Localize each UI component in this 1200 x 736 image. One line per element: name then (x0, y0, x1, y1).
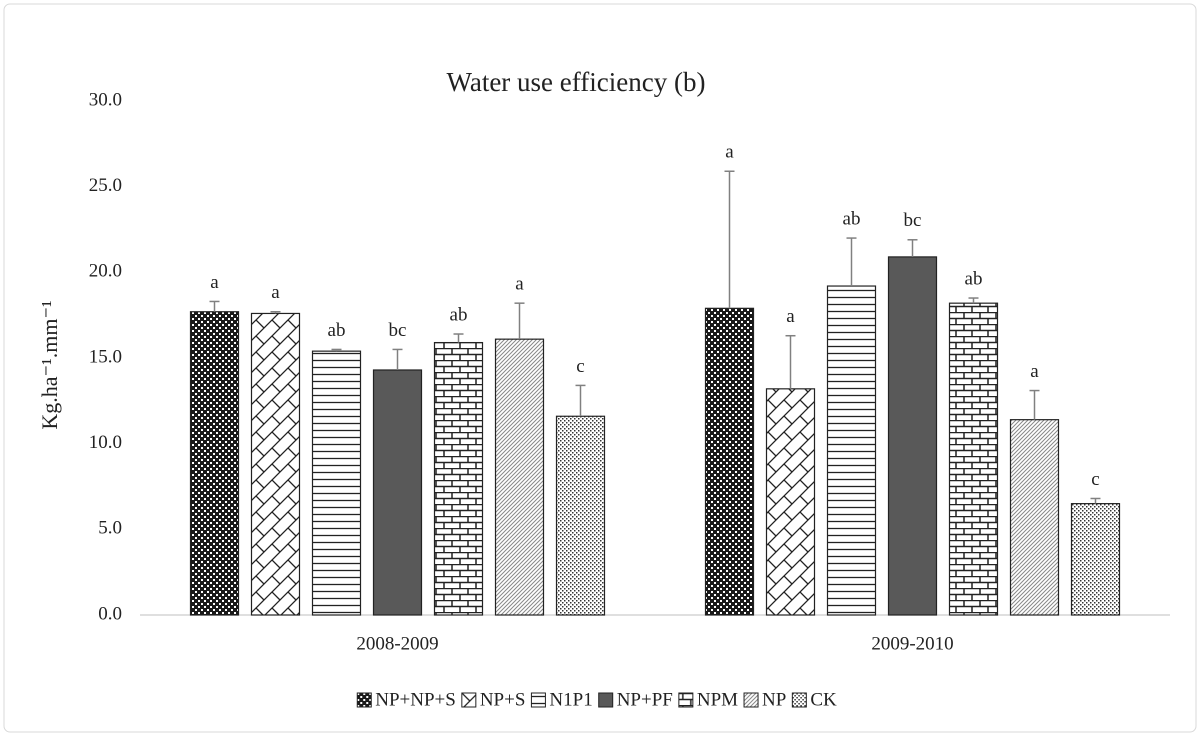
significance-letter: a (786, 306, 795, 327)
bar (494, 338, 545, 616)
legend-swatch (678, 692, 694, 708)
bar (704, 307, 755, 616)
legend-swatch (461, 692, 477, 708)
legend-swatch (356, 692, 372, 708)
legend-label: NPM (697, 689, 738, 710)
chart-title: Water use efficiency (b) (447, 67, 706, 97)
y-tick-label: 10.0 (89, 432, 122, 453)
bar (1009, 419, 1060, 616)
y-tick-label: 25.0 (89, 175, 122, 196)
legend-item: NP+S (461, 689, 526, 710)
bar (887, 256, 938, 616)
bar (311, 350, 362, 616)
legend-item: NPM (678, 689, 738, 710)
y-tick-label: 0.0 (98, 603, 122, 624)
legend-swatch (791, 692, 807, 708)
bar (948, 302, 999, 616)
significance-letter: a (725, 142, 734, 163)
bar (433, 341, 484, 616)
legend: NP+NP+S NP+S N1P1 NP+PF NPM NP CK (356, 689, 837, 710)
y-tick-label: 30.0 (89, 89, 122, 110)
significance-letter: bc (389, 320, 407, 341)
significance-letter: a (515, 274, 524, 295)
legend-swatch (530, 692, 546, 708)
legend-label: NP+PF (617, 689, 673, 710)
significance-letter: ab (965, 268, 983, 289)
y-tick-label: 15.0 (89, 346, 122, 367)
legend-label: NP (762, 689, 786, 710)
y-tick-label: 20.0 (89, 261, 122, 282)
bar (826, 285, 877, 616)
legend-label: NP+NP+S (375, 689, 456, 710)
legend-item: CK (791, 689, 837, 710)
significance-letter: c (1091, 469, 1099, 490)
bar (765, 388, 816, 616)
bar (372, 369, 423, 616)
legend-item: NP (743, 689, 786, 710)
legend-label: CK (810, 689, 837, 710)
significance-letter: ab (328, 320, 346, 341)
legend-item: NP+PF (598, 689, 673, 710)
bar (250, 312, 301, 616)
y-axis-label: Kg.ha⁻¹.mm⁻¹ (37, 300, 62, 429)
x-tick-label: 2008-2009 (356, 633, 438, 654)
bar (189, 311, 240, 616)
significance-letter: bc (904, 210, 922, 231)
significance-letter: a (210, 272, 219, 293)
legend-label: N1P1 (549, 689, 592, 710)
significance-letter: ab (843, 208, 861, 229)
legend-item: NP+NP+S (356, 689, 456, 710)
significance-letter: a (1030, 361, 1039, 382)
y-tick-label: 5.0 (98, 518, 122, 539)
legend-swatch (598, 692, 614, 708)
significance-letter: c (576, 356, 584, 377)
legend-swatch (743, 692, 759, 708)
legend-item: N1P1 (530, 689, 593, 710)
bar (555, 415, 606, 616)
significance-letter: ab (450, 304, 468, 325)
bar (1070, 503, 1121, 616)
legend-label: NP+S (480, 689, 526, 710)
chart-border (3, 3, 1197, 733)
significance-letter: a (271, 282, 280, 303)
x-tick-label: 2009-2010 (871, 633, 953, 654)
